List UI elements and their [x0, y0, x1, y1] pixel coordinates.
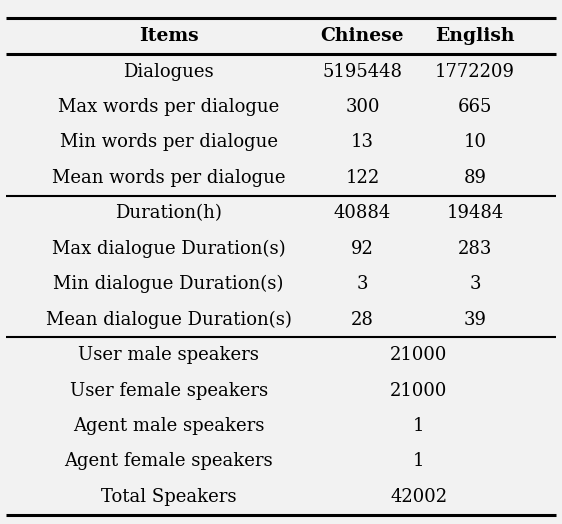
Text: 122: 122: [346, 169, 379, 187]
Text: 665: 665: [457, 98, 492, 116]
Text: Chinese: Chinese: [321, 27, 404, 45]
Text: Min dialogue Duration(s): Min dialogue Duration(s): [53, 275, 284, 293]
Text: 1: 1: [413, 417, 424, 435]
Text: User male speakers: User male speakers: [78, 346, 259, 364]
Text: 3: 3: [469, 275, 481, 293]
Text: Agent male speakers: Agent male speakers: [73, 417, 264, 435]
Text: Agent female speakers: Agent female speakers: [64, 452, 273, 471]
Text: 92: 92: [351, 240, 374, 258]
Text: Max words per dialogue: Max words per dialogue: [58, 98, 279, 116]
Text: User female speakers: User female speakers: [70, 381, 268, 399]
Text: 21000: 21000: [390, 381, 447, 399]
Text: 1: 1: [413, 452, 424, 471]
Text: 42002: 42002: [390, 488, 447, 506]
Text: 3: 3: [357, 275, 368, 293]
Text: Dialogues: Dialogues: [123, 62, 214, 81]
Text: 19484: 19484: [446, 204, 504, 222]
Text: Min words per dialogue: Min words per dialogue: [60, 134, 278, 151]
Text: Total Speakers: Total Speakers: [101, 488, 237, 506]
Text: 21000: 21000: [390, 346, 447, 364]
Text: Max dialogue Duration(s): Max dialogue Duration(s): [52, 239, 285, 258]
Text: 89: 89: [464, 169, 486, 187]
Text: Duration(h): Duration(h): [115, 204, 222, 222]
Text: Mean words per dialogue: Mean words per dialogue: [52, 169, 285, 187]
Text: 10: 10: [464, 134, 486, 151]
Text: 5195448: 5195448: [323, 62, 402, 81]
Text: 283: 283: [457, 240, 492, 258]
Text: Mean dialogue Duration(s): Mean dialogue Duration(s): [46, 311, 292, 329]
Text: 1772209: 1772209: [435, 62, 515, 81]
Text: English: English: [435, 27, 515, 45]
Text: 300: 300: [345, 98, 380, 116]
Text: 39: 39: [464, 311, 486, 329]
Text: 28: 28: [351, 311, 374, 329]
Text: Items: Items: [139, 27, 198, 45]
Text: 40884: 40884: [334, 204, 391, 222]
Text: 13: 13: [351, 134, 374, 151]
